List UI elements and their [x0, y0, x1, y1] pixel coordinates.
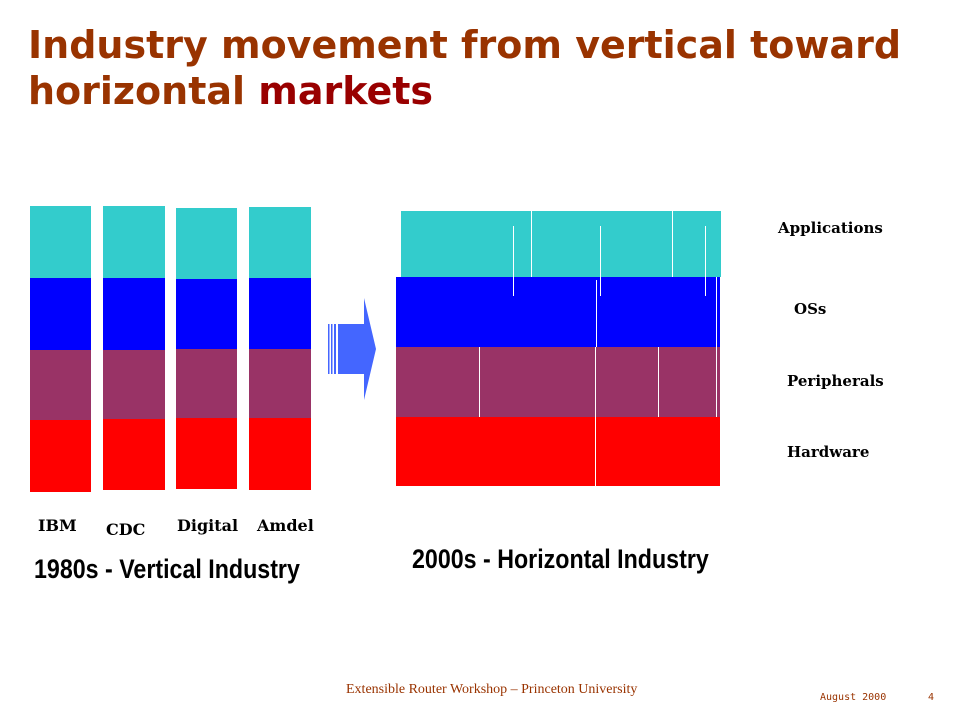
- applications-divider: [513, 226, 514, 296]
- vertical-column-digital: [176, 208, 237, 489]
- ibm-peripherals-layer: [30, 350, 91, 420]
- vertical-column-cdc: [103, 206, 165, 490]
- layer-label-peripherals: Peripherals: [787, 372, 884, 390]
- applications-divider: [672, 211, 673, 277]
- title-line-2a: horizontal: [28, 69, 259, 113]
- applications-divider: [600, 226, 601, 296]
- ibm-applications-layer: [30, 206, 91, 278]
- vertical-industry-caption: 1980s - Vertical Industry: [34, 554, 300, 584]
- ibm-hardware-layer: [30, 420, 91, 492]
- digital-peripherals-layer: [176, 349, 237, 418]
- page-number: 4: [928, 692, 935, 703]
- applications-divider: [531, 211, 532, 277]
- company-label-amdel: Amdel: [257, 516, 314, 535]
- cdc-hardware-layer: [103, 419, 165, 490]
- os-divider: [596, 280, 597, 347]
- layer-label-hardware: Hardware: [787, 443, 870, 461]
- cdc-os-layer: [103, 278, 165, 350]
- company-label-cdc: CDC: [106, 520, 146, 539]
- horizontal-peripherals-layer: [396, 347, 720, 417]
- amdel-applications-layer: [249, 207, 311, 278]
- company-label-digital: Digital: [177, 516, 239, 535]
- digital-os-layer: [176, 279, 237, 349]
- peripherals-divider: [658, 347, 659, 417]
- cdc-applications-layer: [103, 206, 165, 278]
- hardware-divider: [595, 417, 596, 486]
- horizontal-applications-layer: [401, 211, 721, 277]
- footer-date: August 2000: [820, 692, 887, 703]
- amdel-peripherals-layer: [249, 349, 311, 418]
- amdel-os-layer: [249, 278, 311, 349]
- title-line-2b: markets: [258, 69, 434, 113]
- peripherals-divider: [716, 347, 717, 417]
- title-line-1: Industry movement from vertical toward: [28, 23, 902, 67]
- horizontal-hardware-layer: [396, 417, 720, 486]
- applications-divider: [705, 226, 706, 296]
- horizontal-industry-caption: 2000s - Horizontal Industry: [412, 544, 709, 574]
- digital-applications-layer: [176, 208, 237, 279]
- company-label-ibm: IBM: [38, 516, 77, 535]
- layer-label-oss: OSs: [794, 300, 827, 318]
- peripherals-divider: [595, 347, 596, 417]
- digital-hardware-layer: [176, 418, 237, 489]
- vertical-column-ibm: [30, 206, 91, 492]
- footer-text: Extensible Router Workshop – Princeton U…: [346, 682, 638, 697]
- transition-arrow-icon: [328, 298, 376, 400]
- peripherals-divider: [479, 347, 480, 417]
- amdel-hardware-layer: [249, 418, 311, 490]
- cdc-peripherals-layer: [103, 350, 165, 419]
- os-divider: [716, 277, 717, 347]
- horizontal-os-layer: [396, 277, 720, 347]
- slide-title: Industry movement from vertical toward ho…: [28, 22, 938, 114]
- vertical-column-amdel: [249, 207, 311, 490]
- layer-label-applications: Applications: [778, 219, 883, 237]
- ibm-os-layer: [30, 278, 91, 350]
